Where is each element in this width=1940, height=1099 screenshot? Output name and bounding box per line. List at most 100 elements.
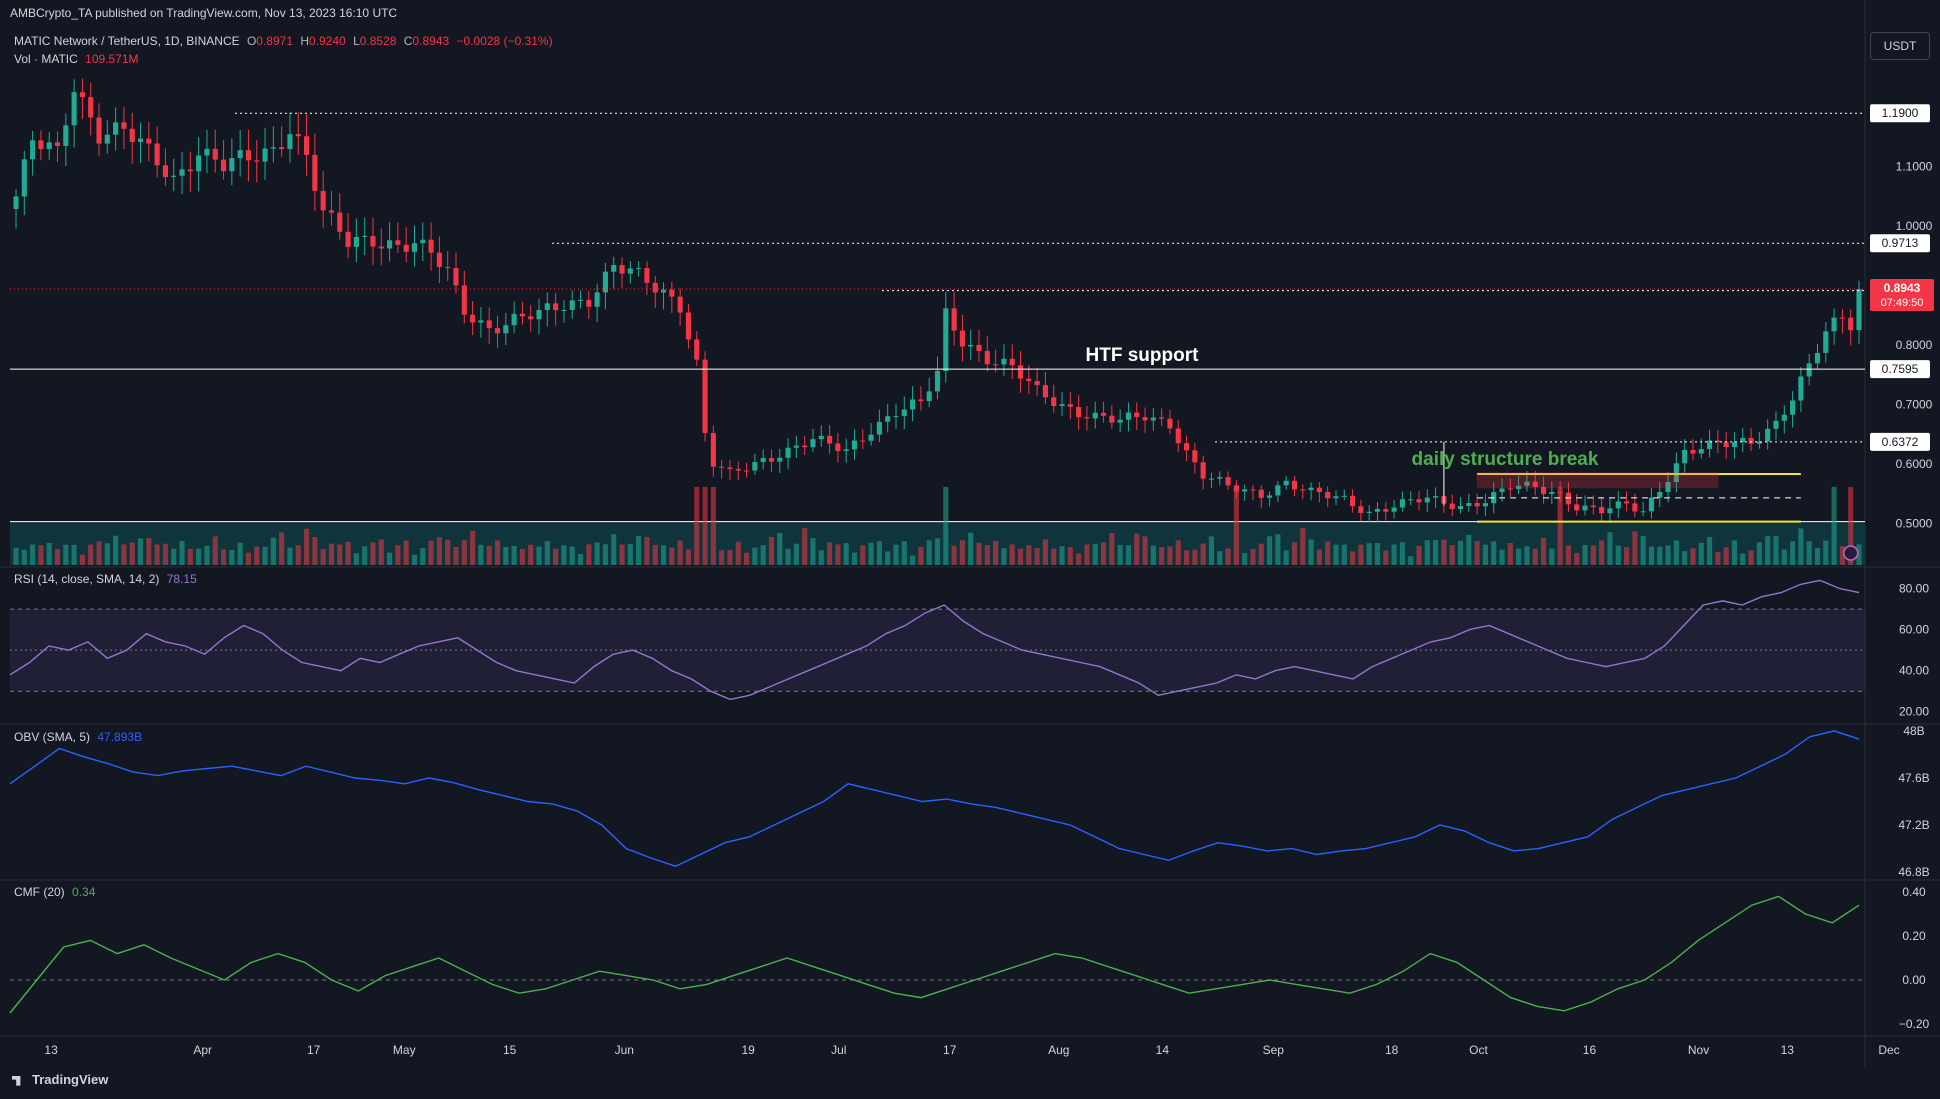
volume-bar bbox=[710, 486, 716, 565]
candle-body bbox=[619, 265, 625, 274]
time-axis-label: Sep bbox=[1263, 1043, 1285, 1057]
volume-bar bbox=[1491, 541, 1497, 565]
candle-body bbox=[1607, 508, 1613, 514]
volume-bar bbox=[1142, 536, 1148, 565]
volume-bar bbox=[1499, 549, 1505, 565]
volume-bar bbox=[652, 544, 658, 565]
candle-body bbox=[1682, 449, 1688, 464]
candle-body bbox=[1590, 505, 1596, 508]
candle-body bbox=[1516, 485, 1522, 490]
candle-body bbox=[1192, 450, 1198, 463]
cmf-label: CMF (20) bbox=[14, 885, 65, 899]
candle-body bbox=[470, 314, 476, 323]
candle-body bbox=[1499, 488, 1505, 493]
change-value: −0.0028 (−0.31%) bbox=[456, 34, 553, 48]
volume-bar bbox=[121, 544, 127, 565]
candle-body bbox=[478, 320, 484, 323]
volume-bar bbox=[1076, 553, 1082, 565]
rsi-tick-label: 80.00 bbox=[1899, 582, 1929, 596]
volume-bar bbox=[129, 542, 135, 565]
candle-body bbox=[636, 268, 642, 270]
volume-bar bbox=[1117, 544, 1123, 565]
time-axis-label: 13 bbox=[44, 1043, 58, 1057]
volume-bar bbox=[993, 540, 999, 565]
volume-bar bbox=[1690, 548, 1696, 565]
volume-bar bbox=[519, 549, 525, 565]
volume-bar bbox=[279, 532, 285, 565]
candle-body bbox=[876, 421, 882, 435]
candle-body bbox=[1790, 400, 1796, 415]
candle-body bbox=[154, 143, 160, 166]
candle-body bbox=[1017, 365, 1024, 379]
volume-bar bbox=[1416, 545, 1422, 565]
chart-canvas[interactable]: 0.5000 0.6000 0.7000 0.8000 1.0000 1.1000 1.19… bbox=[0, 0, 1940, 1068]
candle-body bbox=[1200, 462, 1206, 479]
candle-body bbox=[129, 128, 135, 142]
price-level-tag bbox=[1870, 104, 1930, 123]
tradingview-logo[interactable]: TradingView bbox=[12, 1072, 108, 1087]
candle-body bbox=[1690, 449, 1696, 454]
candle-body bbox=[984, 350, 990, 365]
candle-body bbox=[586, 299, 592, 307]
candle-body bbox=[54, 142, 61, 146]
time-axis-label: 17 bbox=[307, 1043, 321, 1057]
candle-body bbox=[21, 159, 27, 197]
volume-bar bbox=[1059, 546, 1065, 565]
volume-bar bbox=[868, 542, 874, 565]
volume-bar bbox=[1134, 533, 1140, 565]
price-level-label: 0.9713 bbox=[1882, 236, 1919, 250]
candle-body bbox=[104, 134, 110, 144]
candle-body bbox=[860, 440, 866, 442]
candle-body bbox=[1092, 412, 1098, 419]
volume-bar bbox=[478, 544, 484, 565]
rsi-series-line bbox=[9, 579, 1860, 701]
volume-bar bbox=[494, 540, 501, 565]
candle-body bbox=[287, 134, 293, 150]
volume-bar bbox=[777, 533, 783, 565]
bar-countdown: 07:49:50 bbox=[1881, 297, 1924, 309]
volume-bar bbox=[528, 544, 534, 565]
candle-body bbox=[494, 328, 501, 334]
volume-bar bbox=[345, 541, 351, 565]
candle-body bbox=[1524, 481, 1530, 486]
candle-body bbox=[179, 169, 185, 176]
volume-bar bbox=[752, 547, 758, 565]
candle-body bbox=[38, 140, 44, 150]
candle-body bbox=[901, 409, 907, 417]
volume-bar bbox=[38, 545, 44, 565]
candle-body bbox=[544, 303, 550, 310]
candle-body bbox=[279, 147, 285, 150]
candle-body bbox=[1183, 443, 1190, 451]
volume-bar bbox=[1200, 543, 1206, 565]
candle-body bbox=[486, 320, 492, 329]
volume-bar bbox=[1823, 540, 1829, 565]
volume-bar bbox=[1433, 539, 1439, 565]
volume-bar bbox=[536, 546, 542, 565]
candle-body bbox=[137, 138, 144, 142]
volume-bar bbox=[602, 544, 608, 565]
time-axis-label: Dec bbox=[1878, 1043, 1899, 1057]
price-level-label: 0.6372 bbox=[1882, 435, 1919, 449]
volume-bar bbox=[1607, 532, 1613, 565]
candle-body bbox=[1474, 503, 1480, 507]
volume-bar bbox=[1682, 551, 1688, 565]
volume-bar bbox=[1009, 544, 1015, 565]
candle-body bbox=[1698, 449, 1704, 454]
candle-body bbox=[1034, 381, 1040, 386]
candle-body bbox=[1715, 440, 1721, 443]
candle-body bbox=[1333, 496, 1339, 499]
htf-support-label: HTF support bbox=[1086, 345, 1200, 366]
candle-body bbox=[1839, 317, 1845, 319]
volume-bar bbox=[403, 540, 409, 565]
currency-button[interactable]: USDT bbox=[1870, 32, 1930, 60]
time-axis-label: Jun bbox=[615, 1043, 634, 1057]
candle-body bbox=[1565, 492, 1571, 505]
low-value: 0.8528 bbox=[359, 34, 397, 48]
volume-bar bbox=[1150, 545, 1156, 565]
volume-bar bbox=[636, 535, 642, 565]
candle-body bbox=[528, 316, 534, 320]
time-axis-label: Aug bbox=[1048, 1043, 1069, 1057]
candle-body bbox=[1781, 414, 1787, 421]
time-axis-label: 14 bbox=[1156, 1043, 1170, 1057]
candle-body bbox=[959, 330, 965, 347]
